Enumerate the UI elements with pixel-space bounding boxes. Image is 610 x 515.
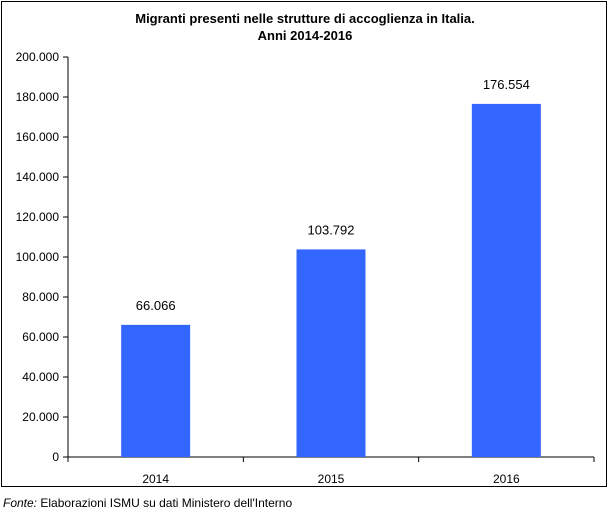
y-tick-label: 140.000: [16, 170, 60, 184]
bar: [471, 103, 541, 457]
bar: [121, 324, 191, 457]
x-tick-label: 2014: [142, 472, 169, 486]
y-tick-label: 100.000: [16, 250, 60, 264]
y-tick-label: 180.000: [16, 90, 60, 104]
source-label: Fonte:: [3, 496, 38, 510]
y-tick-label: 160.000: [16, 130, 60, 144]
bar: [296, 249, 366, 457]
y-tick-label: 80.000: [22, 290, 59, 304]
bar-chart: 0 20.000 40.000 60.000 80.000 100.000 120.000 1…: [16, 50, 595, 486]
chart-title-line-1: Migranti presenti nelle strutture di acc…: [135, 11, 475, 26]
y-tick-label: 120.000: [16, 210, 60, 224]
y-tick-label: 40.000: [22, 370, 59, 384]
chart-title: Migranti presenti nelle strutture di acc…: [2, 10, 608, 44]
y-tick-label: 20.000: [22, 410, 59, 424]
x-tick-label: 2016: [493, 472, 520, 486]
x-tick-label: 2015: [318, 472, 345, 486]
data-label: 176.554: [483, 77, 530, 92]
chart-title-line-2: Anni 2014-2016: [257, 28, 353, 43]
chart-frame: Migranti presenti nelle strutture di acc…: [1, 1, 607, 487]
y-tick-label: 60.000: [22, 330, 59, 344]
y-tick-label: 0: [52, 450, 59, 464]
source-text: Elaborazioni ISMU su dati Ministero dell…: [40, 496, 293, 510]
data-label: 103.792: [308, 222, 355, 237]
y-tick-label: 200.000: [16, 50, 60, 64]
data-label: 66.066: [136, 298, 176, 313]
source-note: Fonte: Elaborazioni ISMU su dati Ministe…: [3, 496, 292, 510]
